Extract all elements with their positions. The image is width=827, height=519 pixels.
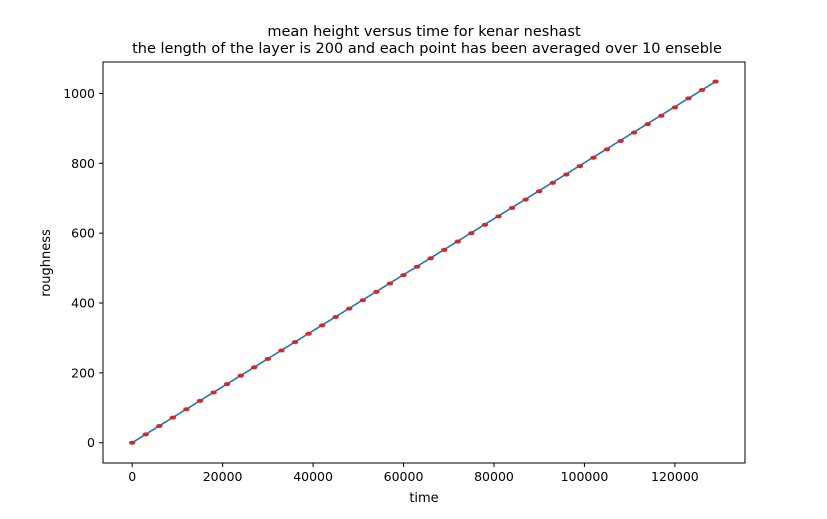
y-axis: 0 200 400 600 800 1000 [63, 86, 103, 450]
data-point [468, 231, 475, 236]
x-tick-label: 60000 [384, 469, 424, 484]
data-point [142, 432, 149, 437]
data-point [264, 356, 272, 361]
y-tick-label: 800 [71, 156, 95, 171]
data-point [386, 281, 394, 286]
data-point [128, 440, 136, 445]
data-point [522, 197, 529, 202]
data-point [278, 348, 285, 353]
y-tick-label: 0 [87, 435, 95, 450]
data-point [400, 273, 407, 278]
data-point [427, 256, 434, 261]
y-tick-label: 1000 [63, 86, 95, 101]
data-point [617, 138, 624, 143]
data-point [373, 289, 380, 294]
chart-subtitle: the length of the layer is 200 and each … [132, 41, 722, 57]
y-tick-label: 200 [71, 365, 95, 380]
x-tick-label: 20000 [203, 469, 243, 484]
data-point [183, 407, 190, 412]
data-point [454, 239, 462, 244]
data-point [536, 189, 543, 194]
data-point [630, 130, 638, 135]
y-tick-label: 400 [71, 296, 95, 311]
series-layer [128, 79, 719, 445]
data-point [508, 206, 516, 211]
data-point [495, 214, 502, 219]
data-point [169, 415, 177, 420]
data-point [712, 79, 719, 84]
x-tick-label: 0 [128, 469, 136, 484]
chart-title: mean height versus time for kenar neshas… [267, 24, 581, 40]
data-point [223, 382, 231, 387]
data-point [603, 147, 611, 152]
data-point [332, 314, 339, 319]
data-point [196, 398, 204, 403]
data-point [658, 113, 665, 118]
data-point [685, 96, 692, 101]
plot-area [102, 61, 746, 464]
data-point [318, 323, 326, 328]
data-point [237, 373, 244, 378]
series-line [131, 80, 717, 444]
x-axis: 0 20000 40000 60000 80000 100000 120000 [128, 463, 699, 484]
x-tick-label: 100000 [561, 469, 609, 484]
data-point [481, 222, 489, 227]
x-tick-label: 120000 [651, 469, 699, 484]
data-point [671, 105, 679, 110]
data-point [346, 306, 353, 311]
data-point [576, 164, 584, 169]
data-point [291, 340, 299, 345]
data-point [590, 155, 597, 160]
data-point [644, 122, 651, 127]
data-point [413, 264, 421, 269]
y-axis-label: roughness [39, 229, 54, 297]
x-tick-label: 40000 [293, 469, 333, 484]
data-point [210, 390, 217, 395]
data-point [359, 298, 367, 303]
plot-frame [102, 61, 746, 464]
data-point [563, 172, 570, 177]
data-point [156, 423, 163, 428]
data-point [441, 247, 448, 252]
data-point [251, 365, 258, 370]
data-point [698, 87, 706, 92]
x-tick-label: 80000 [474, 469, 514, 484]
data-point [549, 180, 556, 185]
y-tick-label: 600 [71, 226, 95, 241]
x-axis-label: time [409, 491, 438, 506]
data-point [305, 331, 312, 336]
